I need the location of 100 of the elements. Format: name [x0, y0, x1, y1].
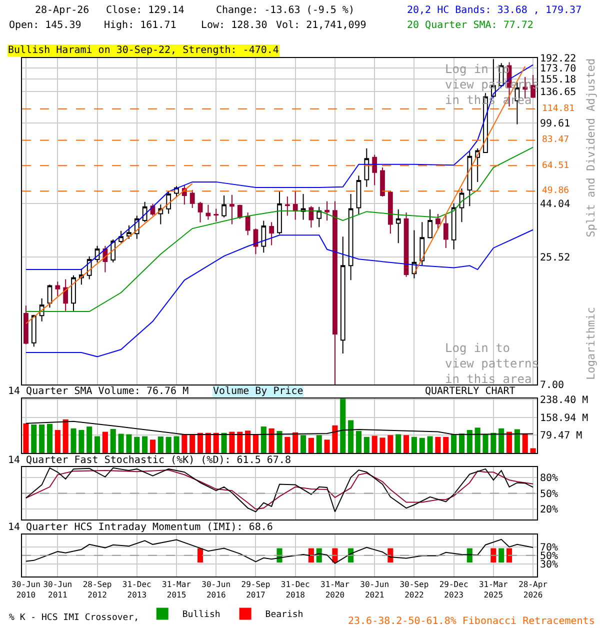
y-tick-label: 7.00	[540, 380, 564, 392]
candlestick	[388, 190, 393, 234]
candlestick	[380, 167, 385, 197]
y-tick-label: 192.22	[540, 54, 576, 64]
candlestick	[428, 208, 432, 239]
candlestick	[55, 281, 60, 297]
bar	[118, 434, 124, 454]
chart-title: Bullish Harami on 30-Sep-22, Strength: -470.4	[8, 45, 279, 56]
y-tick-label: 99.61	[540, 118, 570, 130]
bar	[134, 436, 140, 454]
ref-line-label: 49.86	[542, 186, 570, 196]
candlestick	[324, 200, 330, 221]
legend-label: Bullish	[182, 610, 220, 620]
bar	[284, 436, 290, 454]
bar	[94, 436, 100, 454]
candlestick	[364, 148, 370, 188]
text: Open: 145.39	[9, 20, 82, 31]
bar	[86, 426, 92, 454]
line-series	[25, 538, 534, 564]
text: Vol: 21,741,099	[276, 20, 366, 31]
candlestick	[277, 191, 282, 235]
y-tick-label: 238.40 M	[540, 394, 588, 406]
candlestick	[396, 208, 401, 244]
text: 20 Quarter SMA: 77.72	[407, 20, 534, 31]
text: Volume By Price	[213, 386, 304, 397]
bar	[300, 435, 306, 454]
bar	[70, 428, 76, 454]
bar	[158, 436, 164, 454]
bar	[506, 432, 512, 454]
bar	[54, 430, 60, 454]
bar	[324, 440, 330, 454]
y-tick-label: 173.70	[540, 63, 576, 74]
legend-title: % K - HCS IMI Crossover,	[9, 613, 140, 623]
candlestick	[71, 274, 76, 312]
candlestick	[222, 194, 226, 218]
bar	[39, 424, 45, 454]
y-tick-label: 30%	[540, 559, 558, 570]
bar	[276, 431, 282, 454]
bar	[364, 436, 370, 454]
x-tick-label: 29-Dec 2023	[439, 580, 468, 600]
bar	[126, 434, 132, 454]
bar	[308, 438, 314, 454]
bar	[174, 436, 180, 454]
bar	[205, 432, 211, 454]
bar	[213, 432, 219, 454]
text: 23.6-38.2-50-61.8% Fibonacci Retracements	[348, 616, 595, 627]
candlestick	[451, 202, 456, 250]
candlestick	[372, 154, 378, 186]
candlestick	[190, 190, 195, 208]
y-tick-label: 136.65	[540, 87, 576, 98]
y-tick-label: 80%	[540, 472, 558, 484]
candlestick	[142, 201, 148, 223]
chart-title: 14 Quarter Fast Stochastic (%K) (%D): 61.5 67.8	[8, 455, 291, 466]
bar	[530, 448, 536, 454]
bar	[396, 434, 402, 454]
bar	[498, 428, 504, 454]
x-tick-label: 30-Sep 2022	[400, 580, 429, 600]
candlestick	[126, 224, 132, 240]
bar	[110, 429, 116, 454]
candlestick	[253, 228, 258, 255]
bar	[190, 434, 196, 454]
candlestick	[214, 208, 219, 222]
bar	[62, 419, 68, 454]
x-tick-label: 30-Jun 2021	[360, 580, 390, 600]
candlestick	[47, 284, 52, 308]
bar	[356, 431, 362, 454]
candlestick	[166, 191, 172, 214]
bar	[78, 430, 84, 454]
text: Close: 129.14	[106, 5, 184, 16]
bar	[435, 436, 441, 454]
bar	[198, 432, 204, 454]
x-tick-label: 30-Jun 2011	[43, 580, 72, 600]
bar	[458, 434, 464, 454]
line-series	[25, 229, 534, 358]
candlestick	[284, 196, 290, 216]
candlestick	[31, 314, 36, 348]
bar	[252, 434, 258, 454]
bar	[46, 424, 52, 454]
bar	[221, 432, 227, 454]
text: High: 161.71	[104, 20, 176, 31]
x-tick-label: 31-Mar 2025	[478, 580, 508, 600]
bar	[419, 438, 425, 454]
x-tick-label: 31-Mar 2020	[320, 580, 350, 600]
ref-line-label: 114.81	[542, 104, 575, 114]
y-tick-label: 155.18	[540, 74, 576, 86]
candlestick	[237, 204, 242, 220]
text: Logarithmic	[584, 307, 598, 380]
candlestick	[436, 214, 440, 230]
text: Low: 128.30	[201, 20, 268, 31]
candlestick	[198, 201, 203, 223]
chart-title: 14 Quarter HCS Intraday Momentum (IMI): 68.6	[8, 522, 273, 533]
ref-line-label: 83.47	[542, 135, 570, 145]
candlestick	[230, 194, 234, 225]
line-series	[25, 146, 534, 312]
bar	[23, 423, 29, 454]
candlestick	[316, 206, 322, 228]
x-tick-label: 31-Dec 2018	[280, 580, 310, 600]
bar	[388, 435, 394, 454]
candlestick	[261, 220, 266, 254]
bar	[237, 432, 243, 454]
